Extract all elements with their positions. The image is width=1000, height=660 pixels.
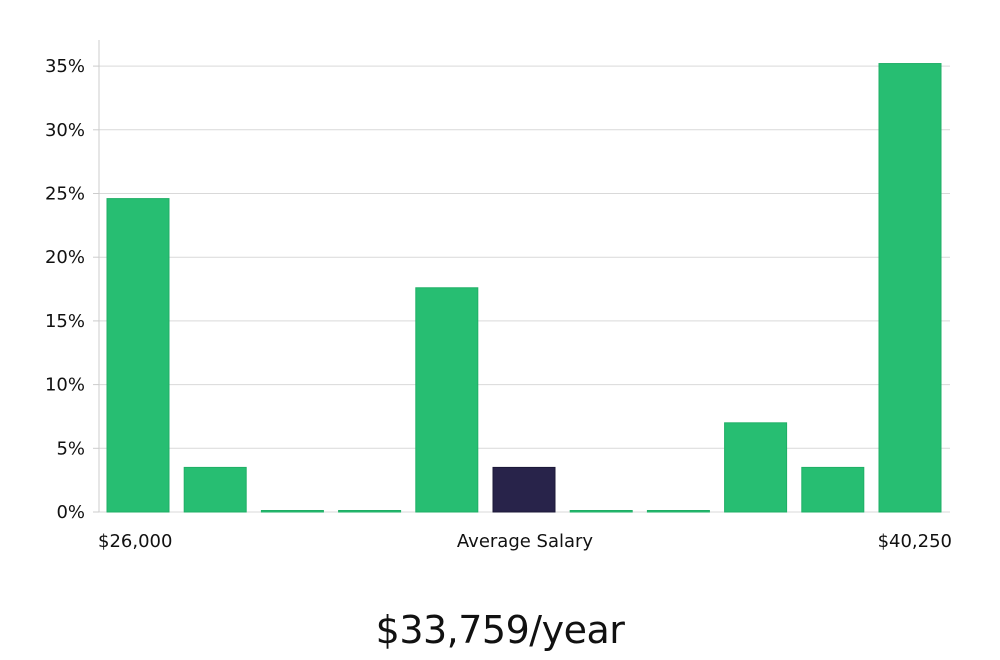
y-tick-label: 20% [45,247,85,268]
bar [801,466,865,513]
bar [260,510,324,513]
bar [338,510,402,513]
y-tick-label: 10% [45,375,85,396]
x-label-average: Average Salary [457,531,594,552]
y-tick-label: 25% [45,184,85,205]
bar [415,287,479,513]
bar-average-salary [492,466,556,513]
bar [569,510,633,513]
y-tick-label: 5% [56,438,85,459]
x-label-max: $40,250 [878,531,952,552]
y-tick-label: 0% [56,502,85,523]
salary-distribution-chart: 0% 5% 10% 15% 20% 25% 30% 35% $26,000 Average S… [45,40,952,552]
bar [724,422,788,513]
average-salary-headline: $33,759/year [375,608,625,652]
y-tick-label: 35% [45,56,85,77]
y-tick-labels: 0% 5% 10% 15% 20% 25% 30% 35% [45,56,99,523]
x-label-min: $26,000 [98,531,172,552]
y-tick-label: 30% [45,120,85,141]
bar [106,198,170,513]
bar [646,510,710,513]
bar [183,466,247,513]
y-tick-label: 15% [45,311,85,332]
bar [878,63,942,513]
bars [106,63,942,513]
grid-lines [99,65,950,513]
